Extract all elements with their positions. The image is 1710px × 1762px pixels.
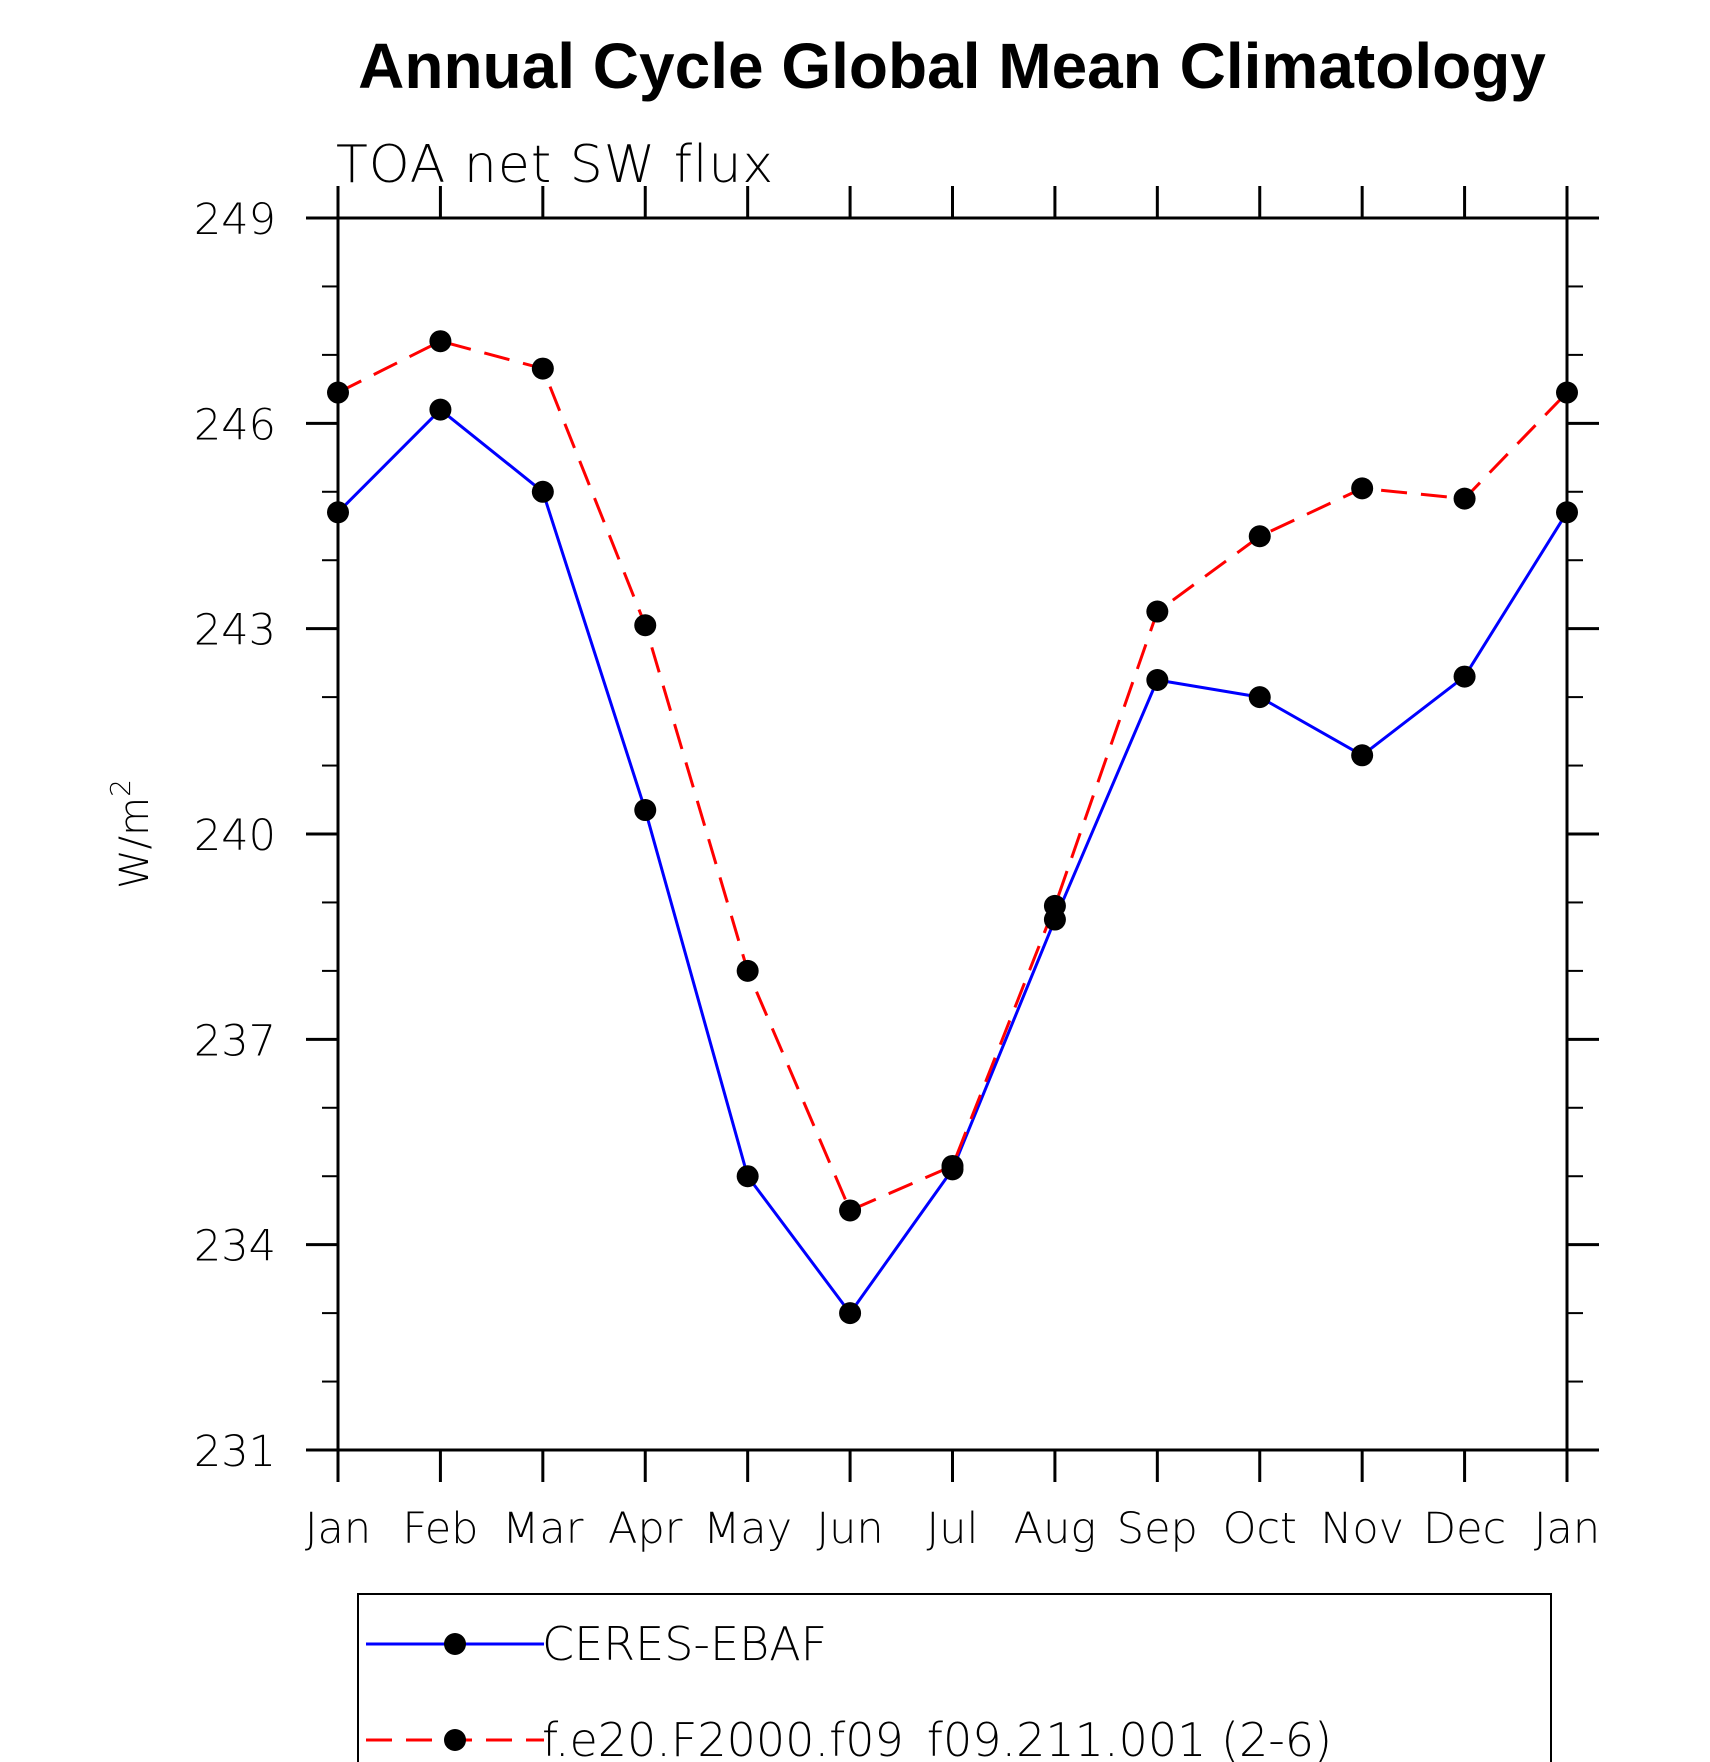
series-0-point bbox=[839, 1302, 862, 1325]
y-tick-label: 243 bbox=[194, 606, 276, 656]
y-axis-label-text: W/m2 bbox=[104, 779, 158, 889]
legend-box bbox=[357, 1593, 1552, 1762]
series-0-point bbox=[531, 480, 554, 503]
y-tick-label: 249 bbox=[194, 195, 276, 245]
x-tick-label: Sep bbox=[1117, 1504, 1198, 1554]
x-tick-label: Nov bbox=[1320, 1504, 1404, 1554]
chart-subtitle: TOA net SW flux bbox=[336, 135, 774, 195]
y-axis-label-main: W/m bbox=[112, 797, 158, 889]
series-0-point bbox=[634, 799, 657, 822]
plot-area: 231 234 237 240 243 246 249 Jan Feb Mar Apr May Jun J… bbox=[194, 186, 1600, 1554]
series-1-point bbox=[1556, 381, 1578, 404]
y-axis-label-superscript: 2 bbox=[104, 779, 137, 797]
series-0-point bbox=[327, 501, 349, 524]
x-tick-label: Jan bbox=[1534, 1504, 1600, 1554]
x-tick-label: Mar bbox=[502, 1504, 583, 1554]
y-tick-label: 231 bbox=[194, 1427, 276, 1477]
series-line-1 bbox=[337, 339, 1569, 1212]
chart-title: Annual Cycle Global Mean Climatology bbox=[358, 30, 1546, 102]
series-1-point bbox=[1453, 487, 1476, 510]
series-1-point bbox=[1248, 525, 1271, 548]
series-0-point bbox=[429, 398, 452, 421]
x-tick-label: Jul bbox=[927, 1504, 979, 1554]
series-1-point bbox=[1146, 600, 1169, 623]
x-tick-label: May bbox=[703, 1504, 792, 1554]
y-axis-label: W/m2 bbox=[104, 779, 158, 889]
series-1-point bbox=[941, 1154, 964, 1177]
x-tick-label: Jun bbox=[816, 1504, 883, 1554]
series-1-point bbox=[1351, 477, 1374, 500]
x-tick-label: Apr bbox=[608, 1504, 683, 1554]
series-1-point bbox=[429, 330, 452, 353]
x-tick-label: Oct bbox=[1223, 1504, 1297, 1554]
legend-marker-0 bbox=[444, 1633, 466, 1655]
series-1-point bbox=[839, 1199, 862, 1222]
y-tick-label: 234 bbox=[194, 1222, 276, 1272]
series-1-point bbox=[531, 357, 554, 380]
series-0-point bbox=[736, 1165, 759, 1188]
series-0-point bbox=[1146, 669, 1169, 691]
y-tick-label: 237 bbox=[194, 1016, 276, 1066]
legend-marker-1 bbox=[444, 1729, 466, 1751]
series-0-point bbox=[1248, 686, 1271, 709]
legend-entry-label: f.e20.F2000.f09_f09.211.001 (2-6) bbox=[542, 1713, 1332, 1762]
series-0-point bbox=[1453, 665, 1476, 688]
series-1-point bbox=[1043, 894, 1066, 917]
series-0-point bbox=[1351, 744, 1374, 767]
legend-entry-label: CERES-EBAF bbox=[542, 1617, 827, 1671]
x-tick-label: Jan bbox=[305, 1504, 371, 1554]
series-0-point bbox=[1556, 501, 1578, 524]
y-tick-label: 240 bbox=[194, 811, 276, 861]
x-tick-label: Feb bbox=[402, 1504, 478, 1554]
x-tick-label: Aug bbox=[1014, 1504, 1096, 1554]
series-1-point bbox=[327, 381, 349, 404]
y-tick-label: 246 bbox=[194, 400, 276, 450]
x-tick-label: Dec bbox=[1423, 1504, 1506, 1554]
legend: CERES-EBAF f.e20.F2000.f09_f09.211.001 (2… bbox=[357, 1593, 1552, 1762]
plot-frame bbox=[336, 216, 1569, 1452]
series-1-point bbox=[736, 959, 759, 982]
series-1-point bbox=[634, 614, 657, 637]
